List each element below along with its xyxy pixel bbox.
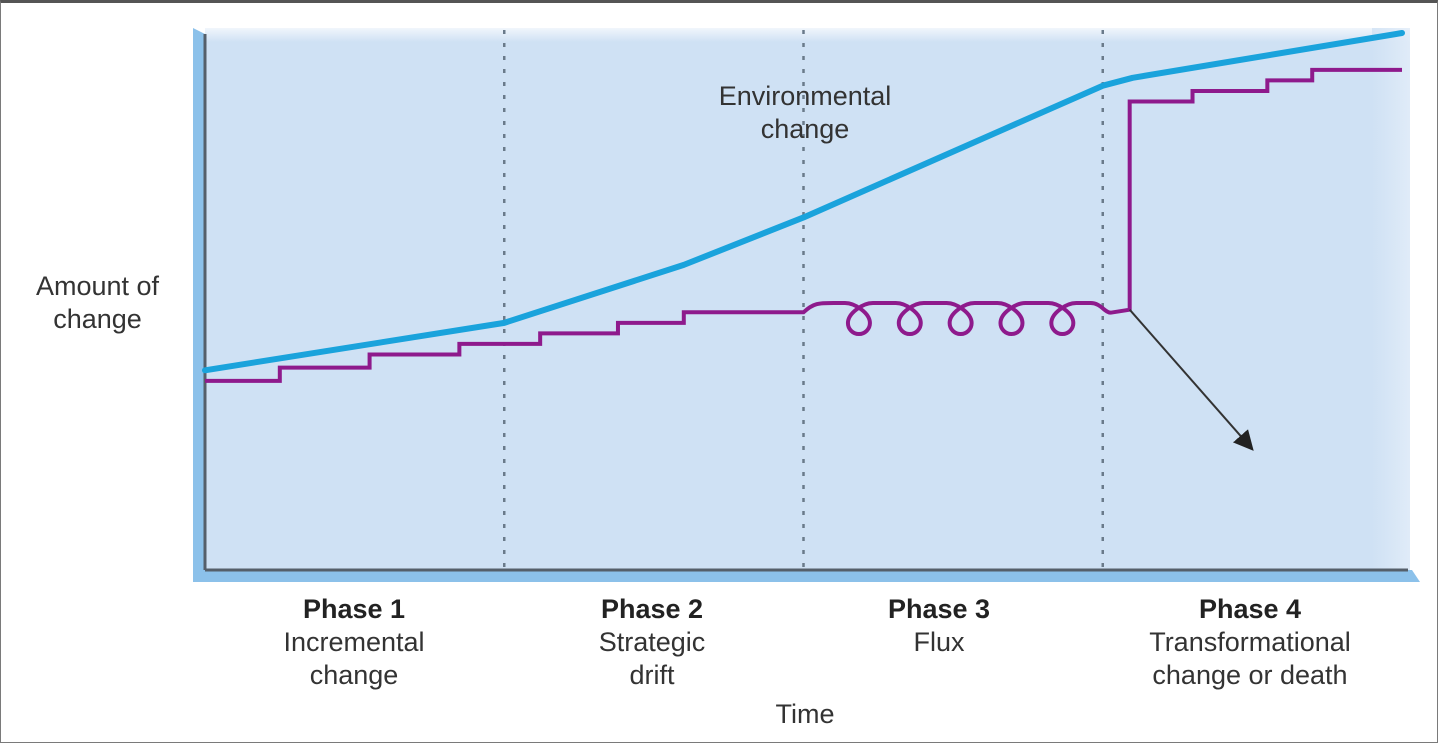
plot-area [193,28,1420,582]
phase-4-desc-line2: change or death [1152,660,1348,690]
phase-label-2: Phase 2 Strategic drift [503,593,801,692]
phase-4-desc-line1: Transformational [1149,627,1351,657]
plot-right-fade [1372,28,1410,570]
y-axis-label: Amount of change [10,270,185,336]
phase-1-desc-line2: change [309,660,399,690]
phase-label-1: Phase 1 Incremental change [205,593,503,692]
y-axis-label-line2: change [53,304,142,334]
death-arrow [1128,309,1254,451]
phase-1-title: Phase 1 [302,594,406,624]
annotation-line1: Environmental [718,81,892,111]
phase-2-desc-line2: drift [629,660,675,690]
series-layer [202,30,1405,451]
y-axis-label-line1: Amount of [35,271,160,301]
phase-3-title: Phase 3 [887,594,991,624]
plot-background [205,28,1410,570]
phase-2-desc-line1: Strategic [598,627,706,657]
phase-label-3: Phase 3 Flux [790,593,1088,659]
phase-2-title: Phase 2 [600,594,704,624]
x-axis-label: Time [705,698,905,731]
phase-1-desc-line1: Incremental [283,627,425,657]
annotation-line2: change [760,114,850,144]
environmental-change-line [202,30,1405,374]
phase-label-4: Phase 4 Transformational change or death [1100,593,1400,692]
plot-top-fade [205,28,1410,42]
strategic-change-line [205,67,1402,383]
environmental-change-annotation: Environmental change [680,80,930,146]
phase-4-title: Phase 4 [1198,594,1302,624]
x-axis-label-text: Time [775,699,835,729]
phase-3-desc-line1: Flux [913,627,965,657]
